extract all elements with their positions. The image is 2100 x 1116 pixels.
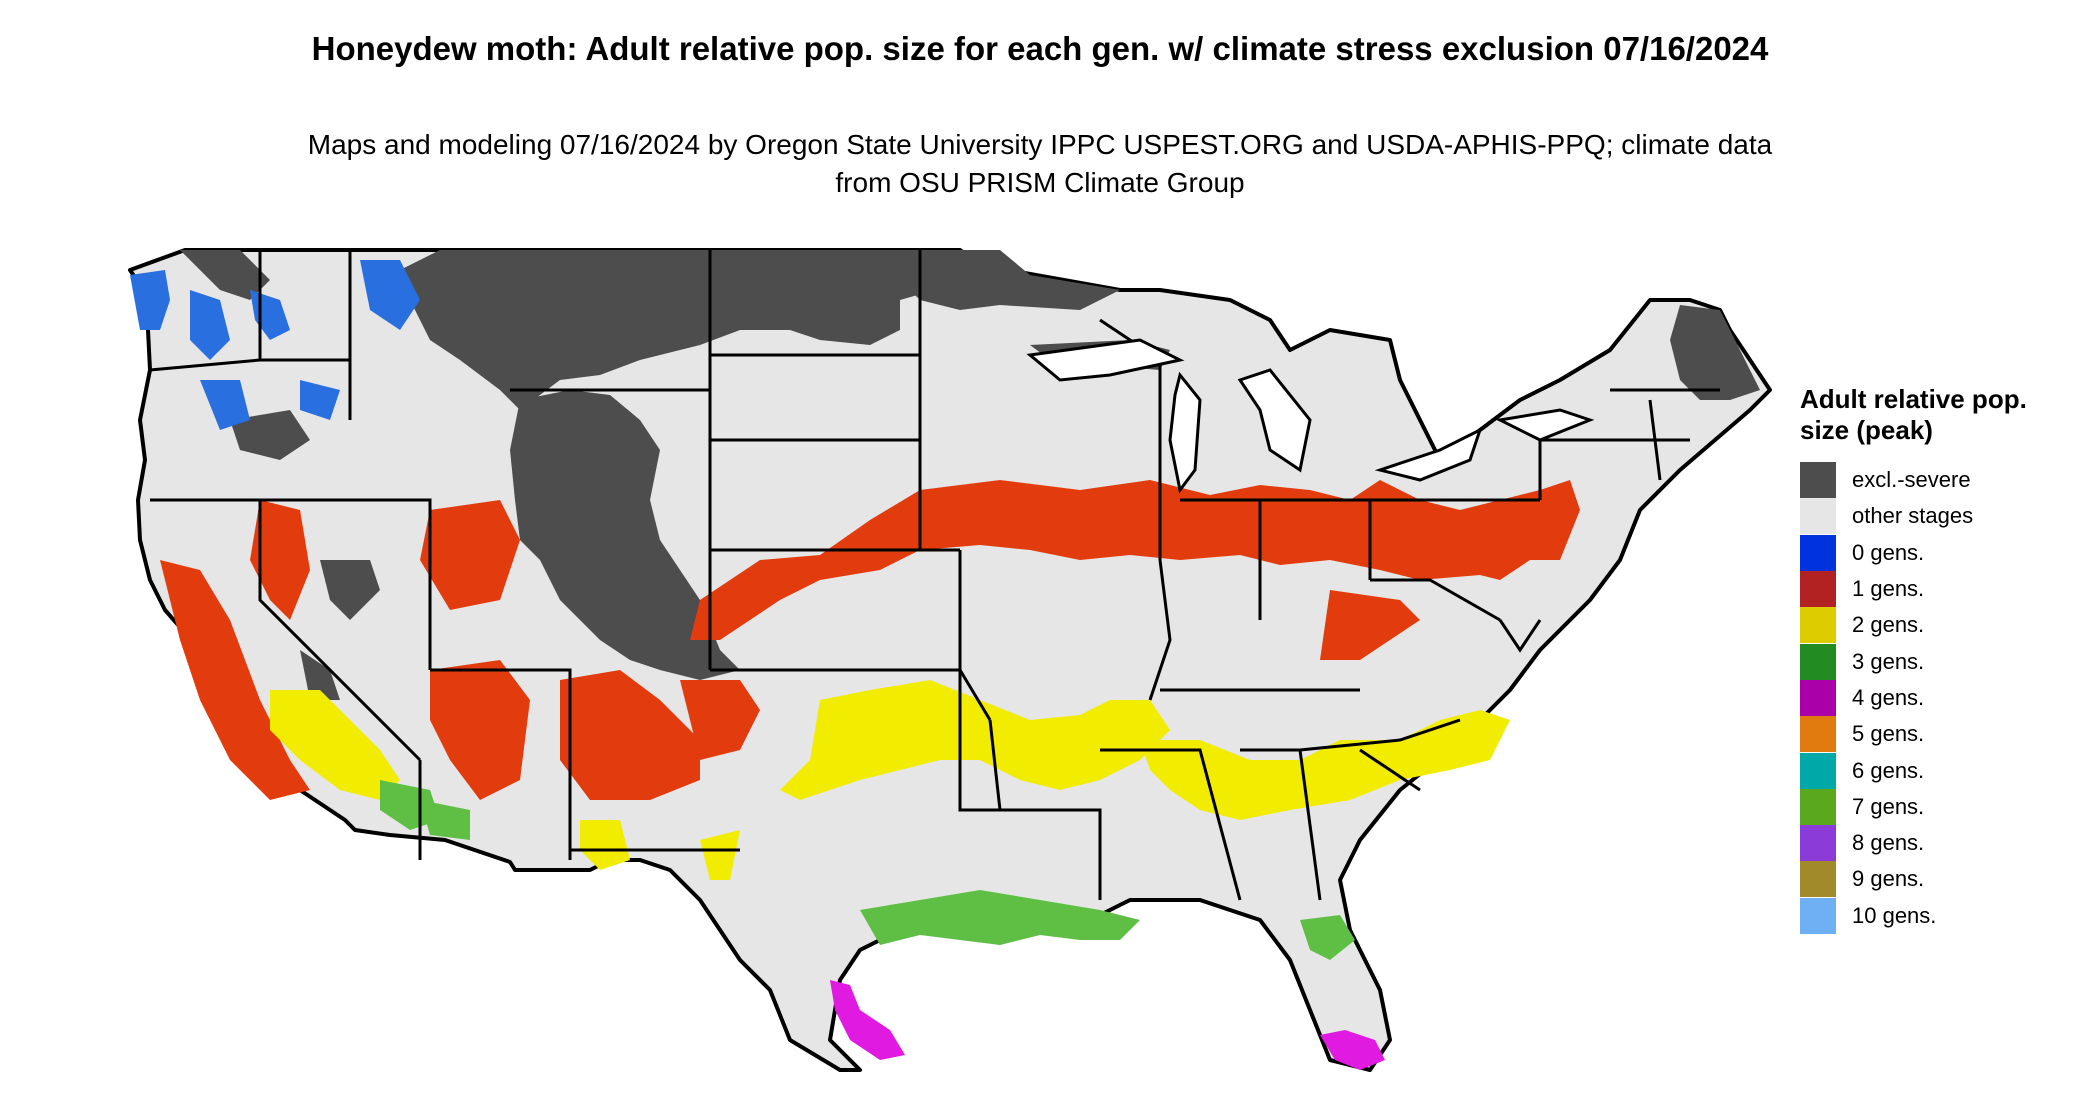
legend-swatch: [1800, 788, 1836, 825]
legend-swatch: [1800, 752, 1836, 789]
legend-label: 4 gens.: [1852, 684, 1925, 710]
legend-label: 0 gens.: [1852, 539, 1925, 565]
legend-item: excl.-severe: [1800, 462, 2080, 499]
legend-item: 6 gens.: [1800, 752, 2080, 789]
legend-item: 1 gens.: [1800, 571, 2080, 608]
two-gens-regions: [270, 680, 1510, 880]
legend-item: 5 gens.: [1800, 716, 2080, 753]
zero-gens-regions: [130, 260, 420, 430]
legend-swatch: [1800, 716, 1836, 753]
legend-item: 0 gens.: [1800, 534, 2080, 571]
legend-label: 6 gens.: [1852, 757, 1925, 783]
map-subtitle: Maps and modeling 07/16/2024 by Oregon S…: [307, 129, 1773, 198]
legend-swatch: [1800, 825, 1836, 862]
legend-label: 7 gens.: [1852, 793, 1925, 819]
legend-swatch: [1800, 462, 1836, 499]
four-gens-regions: [830, 980, 1385, 1070]
legend-label: 5 gens.: [1852, 721, 1925, 747]
legend-swatch: [1800, 679, 1836, 716]
three-gens-regions: [380, 780, 1355, 960]
legend-item: other stages: [1800, 498, 2080, 535]
one-gen-regions: [160, 480, 1580, 800]
legend-swatch: [1800, 861, 1836, 898]
legend-swatch: [1800, 607, 1836, 644]
great-lakes: [1026, 338, 1595, 494]
legend-title: Adult relative pop. size (peak): [1800, 384, 2027, 445]
us-land: [128, 248, 1772, 1072]
map-title: Honeydew moth: Adult relative pop. size …: [311, 30, 1769, 67]
legend-item: 4 gens.: [1800, 679, 2080, 716]
legend-label: 9 gens.: [1852, 866, 1925, 892]
legend-swatch: [1800, 643, 1836, 680]
legend-label: 3 gens.: [1852, 648, 1925, 674]
legend-swatch: [1800, 498, 1836, 535]
legend-item: 10 gens.: [1800, 897, 2080, 934]
legend-label: excl.-severe: [1852, 467, 1971, 493]
legend-label: other stages: [1852, 503, 1974, 529]
legend-item: 8 gens.: [1800, 825, 2080, 862]
legend-swatch: [1800, 571, 1836, 608]
legend-item: 2 gens.: [1800, 607, 2080, 644]
legend-item: 9 gens.: [1800, 861, 2080, 898]
legend-item: 7 gens.: [1800, 788, 2080, 825]
legend: Adult relative pop. size (peak) excl.-se…: [1800, 384, 2080, 934]
legend-label: 8 gens.: [1852, 830, 1925, 856]
legend-label: 10 gens.: [1852, 902, 1937, 928]
legend-item: 3 gens.: [1800, 643, 2080, 680]
legend-swatch: [1800, 897, 1836, 934]
legend-label: 1 gens.: [1852, 576, 1925, 602]
legend-swatch: [1800, 534, 1836, 571]
excl-severe-regions: [180, 250, 1760, 700]
legend-label: 2 gens.: [1852, 612, 1925, 638]
